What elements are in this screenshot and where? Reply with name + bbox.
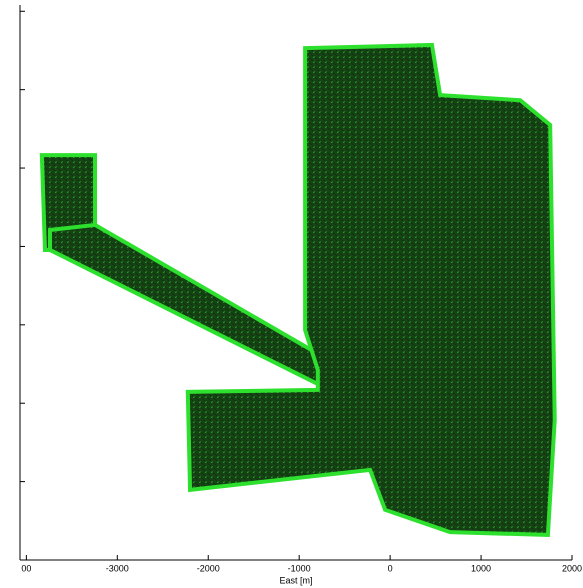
coverage-region (48, 222, 323, 389)
x-tick-label: 0 (388, 563, 393, 573)
coverage-region (185, 42, 557, 537)
x-tick-label: 00 (21, 563, 31, 573)
x-tick-label: 1000 (471, 563, 491, 573)
x-tick-label: -1000 (288, 563, 311, 573)
x-tick-label: 2000 (562, 563, 582, 573)
x-tick-label: -2000 (197, 563, 220, 573)
x-axis-label: East [m] (279, 575, 312, 585)
x-tick-label: -3000 (106, 563, 129, 573)
